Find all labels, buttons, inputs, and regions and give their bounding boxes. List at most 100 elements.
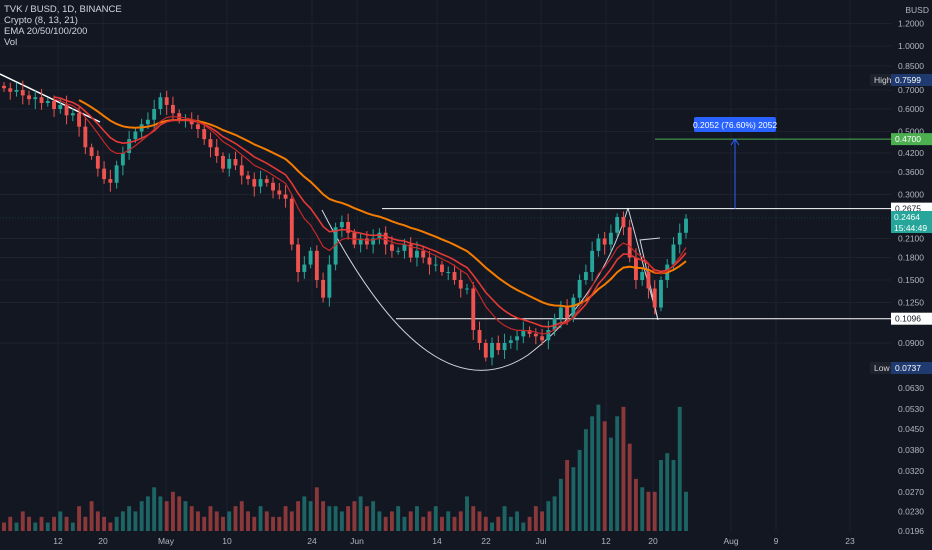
candle-up — [45, 97, 50, 107]
candle-up — [433, 256, 438, 272]
volume-bar — [45, 522, 50, 531]
volume-bar — [83, 516, 88, 531]
low-price-tag-prefix: Low — [874, 363, 890, 373]
candle-body — [152, 109, 157, 120]
candle-up — [70, 108, 75, 122]
volume-bar — [508, 516, 513, 531]
time-tick-label: 23 — [845, 536, 855, 546]
candle-down — [296, 238, 301, 283]
candle-body — [577, 279, 582, 298]
volume-bar — [364, 506, 369, 531]
volume-tick-label: 0.0270 — [898, 487, 924, 497]
candle-body — [352, 232, 357, 245]
volume-bar — [252, 516, 257, 531]
candle-down — [321, 272, 326, 303]
candle-body — [145, 119, 150, 125]
volume-bar — [634, 478, 638, 531]
volume-bar — [108, 522, 113, 531]
volume-bar — [671, 459, 676, 531]
time-tick-label: 22 — [481, 536, 491, 546]
candle-down — [20, 80, 25, 105]
volume-bar — [659, 459, 663, 531]
chart-drawings[interactable]: 0.2052 (76.60%) 2052 — [0, 73, 891, 371]
volume-bar — [246, 511, 250, 531]
volume-bar — [590, 416, 595, 531]
time-tick-label: 24 — [307, 536, 317, 546]
volume-bar — [52, 516, 56, 531]
candle-body — [39, 97, 44, 103]
indicator-volume[interactable]: Vol — [4, 37, 18, 48]
volume-bar — [377, 511, 382, 531]
candle-down — [421, 246, 426, 264]
volume-bar — [2, 522, 6, 531]
volume-bar — [652, 491, 657, 531]
candle-body — [446, 272, 451, 274]
symbol-title[interactable]: TVK / BUSD, 1D, BINANCE — [4, 4, 122, 15]
candle-down — [239, 156, 244, 185]
candle-up — [590, 241, 595, 281]
price-axis[interactable]: BUSD 1.2000 1.0000 0.8500 0.7000 0.6000 0.5000… — [891, 0, 932, 550]
indicator-ema[interactable]: EMA 20/50/100/200 — [4, 26, 88, 37]
volume-bar — [120, 511, 125, 531]
time-tick-label: Jun — [350, 536, 364, 546]
candle-up — [583, 264, 588, 285]
candle-body — [602, 238, 607, 245]
candle-down — [264, 175, 269, 187]
volume-bar — [640, 487, 645, 531]
price-tick-label: 0.0900 — [898, 338, 924, 348]
candle-body — [321, 279, 326, 298]
candle-down — [283, 185, 288, 208]
time-axis[interactable]: 12 20 May 10 24 Jun 14 22 Jul 12 20 Aug 9 23 — [0, 531, 891, 550]
candle-body — [583, 272, 588, 280]
candle-up — [608, 224, 613, 252]
candle-body — [302, 264, 307, 273]
volume-bar — [202, 516, 207, 531]
candle-up — [114, 160, 119, 189]
ema-fast-line — [53, 98, 687, 335]
time-tick-label: May — [158, 536, 175, 546]
candle-body — [421, 250, 426, 258]
candle-up — [14, 82, 19, 97]
volume-bar — [421, 516, 426, 531]
price-tick-label: 0.4200 — [898, 148, 924, 158]
volume-bar — [677, 406, 682, 531]
candle-down — [452, 264, 457, 285]
candle-body — [177, 113, 182, 120]
candle-up — [339, 215, 344, 238]
candle-body — [465, 288, 469, 290]
candle-down — [277, 183, 282, 200]
volume-bar — [433, 506, 438, 531]
candle-down — [602, 232, 607, 255]
candle-down — [346, 213, 351, 240]
candle-down — [646, 265, 651, 299]
candle-down — [214, 138, 219, 163]
price-tick-label: 0.6000 — [898, 104, 924, 114]
price-tick-label: 0.3000 — [898, 190, 924, 200]
volume-bar — [496, 516, 501, 531]
price-tick-label: 0.7000 — [898, 85, 924, 95]
volume-bar — [189, 506, 194, 531]
candle-body — [233, 159, 238, 166]
volume-bar — [333, 506, 338, 531]
neckline-price-tag-label: 0.2675 — [895, 204, 921, 214]
candle-down — [496, 335, 501, 355]
candle-body — [389, 244, 394, 251]
volume-bar — [20, 511, 25, 531]
indicator-crypto[interactable]: Crypto (8, 13, 21) — [4, 15, 78, 26]
candle-up — [371, 229, 376, 254]
candle-body — [565, 307, 570, 319]
volume-bar — [621, 406, 626, 531]
candle-body — [458, 279, 463, 289]
high-price-tag-prefix-bg — [870, 74, 891, 86]
bar-countdown: 15:44:49 — [894, 222, 928, 233]
volume-bars — [2, 404, 688, 531]
volume-tick-label: 0.0450 — [898, 424, 924, 434]
candlesticks — [2, 80, 688, 366]
volume-bar — [408, 511, 413, 531]
candle-body — [246, 175, 250, 180]
candle-body — [114, 165, 119, 183]
volume-bar — [615, 416, 620, 531]
volume-bar — [70, 522, 75, 531]
